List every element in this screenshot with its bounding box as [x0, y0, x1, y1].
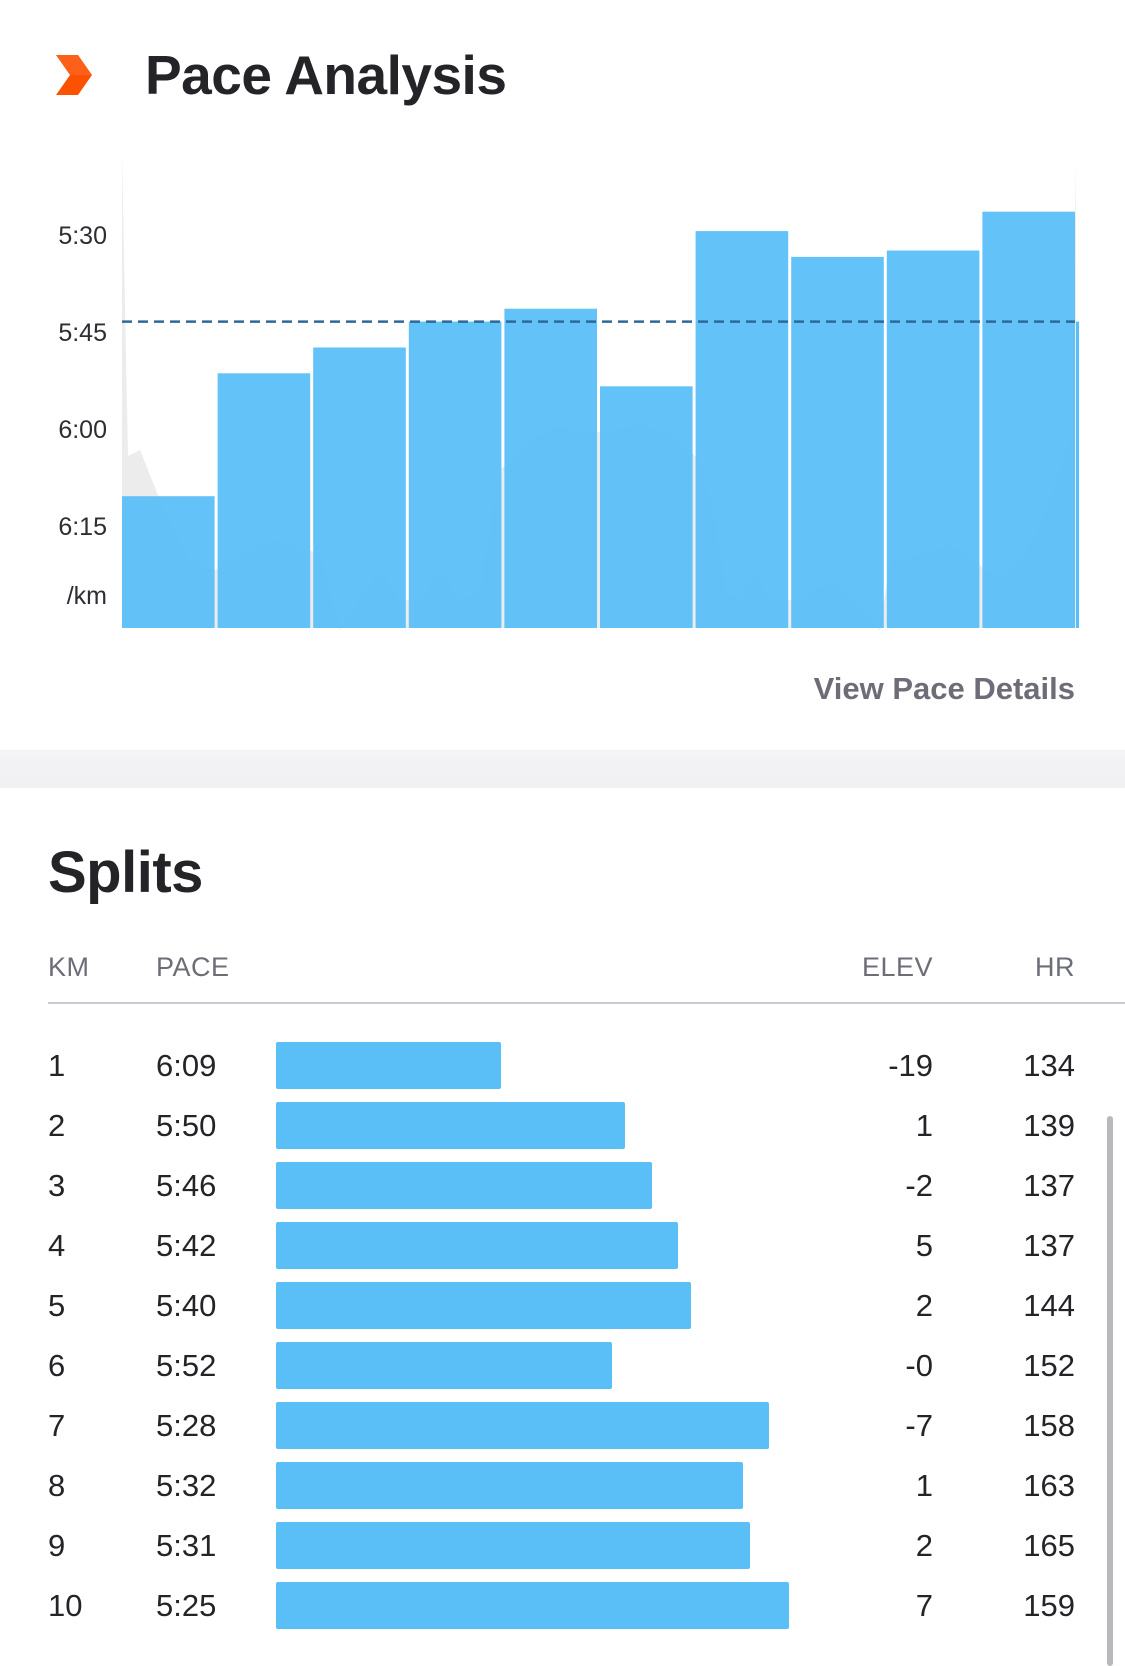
pace-bar-km-3[interactable]	[313, 347, 406, 629]
split-km: 1	[48, 1048, 66, 1083]
split-row[interactable]: 5 5:40 2 144	[0, 1276, 1125, 1336]
split-heart-rate: 144	[1023, 1288, 1075, 1323]
split-heart-rate: 159	[1023, 1588, 1075, 1623]
split-row[interactable]: 6 5:52 -0 152	[0, 1336, 1125, 1396]
split-elevation: 1	[915, 1468, 933, 1503]
pace-bar-km-2[interactable]	[217, 373, 311, 628]
pace-bar-km-9[interactable]	[886, 250, 980, 629]
split-km: 8	[48, 1468, 66, 1503]
split-pace-bar	[276, 1402, 770, 1449]
split-row[interactable]: 1 6:09 -19 134	[0, 1036, 1125, 1096]
pace-bar-km-7[interactable]	[695, 231, 789, 628]
y-unit-label: /km	[67, 582, 107, 610]
split-pace: 5:28	[156, 1408, 217, 1443]
split-pace-bar	[276, 1102, 626, 1149]
scrollbar[interactable]	[1107, 1116, 1113, 1666]
split-row[interactable]: 7 5:28 -7 158	[0, 1396, 1125, 1456]
split-pace-bar	[276, 1342, 613, 1389]
split-heart-rate: 137	[1023, 1228, 1075, 1263]
pace-bar-km-8[interactable]	[791, 256, 884, 628]
split-row[interactable]: 3 5:46 -2 137	[0, 1156, 1125, 1216]
y-tick-label: 5:45	[58, 319, 107, 347]
split-elevation: 7	[915, 1588, 933, 1623]
split-km: 3	[48, 1168, 66, 1203]
split-km: 2	[48, 1108, 66, 1143]
split-elevation: -19	[888, 1048, 933, 1083]
pace-bar-km-6[interactable]	[600, 386, 693, 628]
strava-chevron-icon	[56, 55, 92, 95]
header-hr: HR	[1035, 952, 1075, 982]
split-km: 10	[48, 1588, 83, 1623]
split-elevation: 5	[915, 1228, 933, 1263]
y-tick-label: 6:15	[58, 513, 107, 541]
split-km: 4	[48, 1228, 66, 1263]
section-separator	[0, 750, 1125, 788]
split-pace-bar	[276, 1582, 789, 1629]
split-elevation: -0	[905, 1348, 933, 1383]
split-row[interactable]: 8 5:32 1 163	[0, 1456, 1125, 1516]
split-row[interactable]: 9 5:31 2 165	[0, 1516, 1125, 1576]
split-pace-bar	[276, 1462, 744, 1509]
page-title: Pace Analysis	[145, 44, 507, 106]
header-km: KM	[48, 952, 90, 982]
pace-chart: 5:30 5:45 6:00 6:15/km	[58, 155, 1079, 630]
split-pace: 5:32	[156, 1468, 217, 1503]
header-divider	[48, 1002, 1125, 1004]
y-tick-label: 5:30	[58, 222, 107, 250]
header-pace: PACE	[156, 952, 230, 982]
split-pace-bar	[276, 1522, 750, 1569]
split-km: 6	[48, 1348, 66, 1383]
pace-bar-km-5[interactable]	[504, 308, 597, 628]
split-km: 9	[48, 1528, 66, 1563]
split-elevation: 1	[915, 1108, 933, 1143]
splits-title: Splits	[48, 840, 203, 905]
split-pace: 5:40	[156, 1288, 217, 1323]
pace-bar-km-1[interactable]	[122, 496, 215, 628]
split-pace-bar	[276, 1282, 691, 1329]
split-heart-rate: 137	[1023, 1168, 1075, 1203]
split-pace: 6:09	[156, 1048, 217, 1083]
split-pace-bar	[276, 1042, 501, 1089]
split-row[interactable]: 10 5:25 7 159	[0, 1576, 1125, 1636]
split-pace: 5:31	[156, 1528, 217, 1563]
split-pace: 5:46	[156, 1168, 217, 1203]
pace-bar-partial	[1076, 321, 1079, 628]
elevation-profile	[122, 155, 1076, 630]
pace-bars	[122, 211, 1079, 629]
split-elevation: -7	[905, 1408, 933, 1443]
split-heart-rate: 165	[1023, 1528, 1075, 1563]
split-pace-bar	[276, 1222, 678, 1269]
split-pace: 5:42	[156, 1228, 217, 1263]
split-pace: 5:50	[156, 1108, 217, 1143]
y-tick-label: 6:00	[58, 416, 107, 444]
split-heart-rate: 134	[1023, 1048, 1075, 1083]
split-pace: 5:52	[156, 1348, 217, 1383]
split-heart-rate: 139	[1023, 1108, 1075, 1143]
split-pace-bar	[276, 1162, 652, 1209]
split-pace: 5:25	[156, 1588, 217, 1623]
header-elev: ELEV	[861, 952, 933, 982]
pace-bar-km-4[interactable]	[408, 321, 502, 628]
split-row[interactable]: 4 5:42 5 137	[0, 1216, 1125, 1276]
split-elevation: 2	[915, 1528, 933, 1563]
split-row[interactable]: 2 5:50 1 139	[0, 1096, 1125, 1156]
elevation-area	[122, 155, 1076, 630]
split-elevation: -2	[905, 1168, 933, 1203]
split-heart-rate: 152	[1023, 1348, 1075, 1383]
split-elevation: 2	[915, 1288, 933, 1323]
split-heart-rate: 158	[1023, 1408, 1075, 1443]
pace-bar-km-10[interactable]	[982, 211, 1075, 628]
view-pace-details-link[interactable]: View Pace Details	[813, 671, 1075, 706]
split-km: 7	[48, 1408, 66, 1443]
y-axis-labels: 5:30 5:45 6:00 6:15/km	[58, 222, 107, 610]
split-heart-rate: 163	[1023, 1468, 1075, 1503]
split-km: 5	[48, 1288, 66, 1323]
